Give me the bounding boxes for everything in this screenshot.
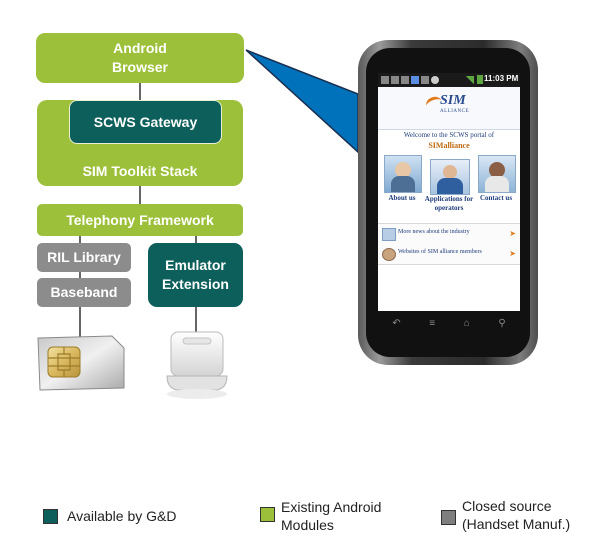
link-row-news[interactable]: More news about the industry ➤ [378, 223, 520, 245]
card-reader-image [166, 331, 228, 399]
sim-logo-sub: ALLIANCE [440, 109, 469, 114]
link-row-members[interactable]: Websites of SIM alliance members ➤ [378, 244, 520, 265]
legend-label-android: Existing Android Modules [281, 499, 382, 533]
chevron-right-icon: ➤ [509, 229, 516, 238]
legend-swatch-gd [43, 509, 58, 524]
legend-swatch-android [260, 507, 275, 522]
connector-browser-sim [139, 82, 141, 102]
battery-icon [477, 75, 483, 84]
phone-screen: 11:03 PM SIM ALLIANCE Welcome to the SCW… [378, 73, 520, 311]
tile-contact-label[interactable]: Contact us [479, 194, 513, 202]
chevron-right-icon: ➤ [509, 249, 516, 258]
scws-gateway-box: SCWS Gateway [69, 100, 222, 144]
ril-library-box: RIL Library [37, 243, 131, 272]
connector-ril-baseband [79, 272, 81, 278]
sim-toolkit-stack-label: SIM Toolkit Stack [82, 163, 198, 179]
phone-device: 11:03 PM SIM ALLIANCE Welcome to the SCW… [358, 40, 538, 365]
welcome-line: Welcome to the SCWS portal of [403, 131, 495, 139]
connector-sim-telephony [139, 186, 141, 204]
news-icon [382, 228, 396, 241]
members-icon [382, 248, 396, 261]
legend-label-closed: Closed source (Handset Manuf.) [462, 498, 571, 532]
signal-icon [466, 76, 474, 84]
connector-baseband-sim [79, 307, 81, 337]
connector-telephony-emulator [195, 236, 197, 244]
home-icon[interactable]: ⌂ [463, 317, 470, 329]
baseband-box: Baseband [37, 278, 131, 307]
menu-icon[interactable]: ≡ [429, 317, 436, 329]
soft-keys: ↶ ≡ ⌂ ⚲ [378, 316, 520, 330]
tile-about[interactable] [384, 155, 422, 193]
search-icon[interactable]: ⚲ [498, 317, 506, 329]
callout-wedge [245, 49, 359, 154]
connector-emulator-reader [195, 307, 197, 337]
connector-telephony-ril [79, 236, 81, 244]
portal-header: SIM ALLIANCE [378, 87, 520, 130]
tile-about-label[interactable]: About us [388, 194, 416, 202]
link-members-text[interactable]: Websites of SIM alliance members [398, 249, 482, 255]
sim-logo-text: SIM [440, 93, 466, 108]
back-icon[interactable]: ↶ [392, 317, 401, 329]
tile-contact[interactable] [478, 155, 516, 193]
sim-card-image [37, 335, 125, 391]
legend-label-gd: Available by G&D [67, 508, 177, 524]
android-browser-box: Android Browser [36, 33, 244, 83]
link-news-text[interactable]: More news about the industry [398, 229, 470, 235]
telephony-framework-box: Telephony Framework [37, 204, 243, 236]
welcome-brand: SIMalliance [428, 141, 470, 150]
status-time: 11:03 PM [484, 74, 519, 83]
tile-applications-label[interactable]: Applications for operators [424, 195, 474, 212]
tile-applications[interactable] [430, 159, 470, 195]
status-icons [381, 76, 447, 84]
status-bar: 11:03 PM [378, 73, 520, 87]
legend-swatch-closed [441, 510, 456, 525]
emulator-extension-box: Emulator Extension [148, 243, 243, 307]
